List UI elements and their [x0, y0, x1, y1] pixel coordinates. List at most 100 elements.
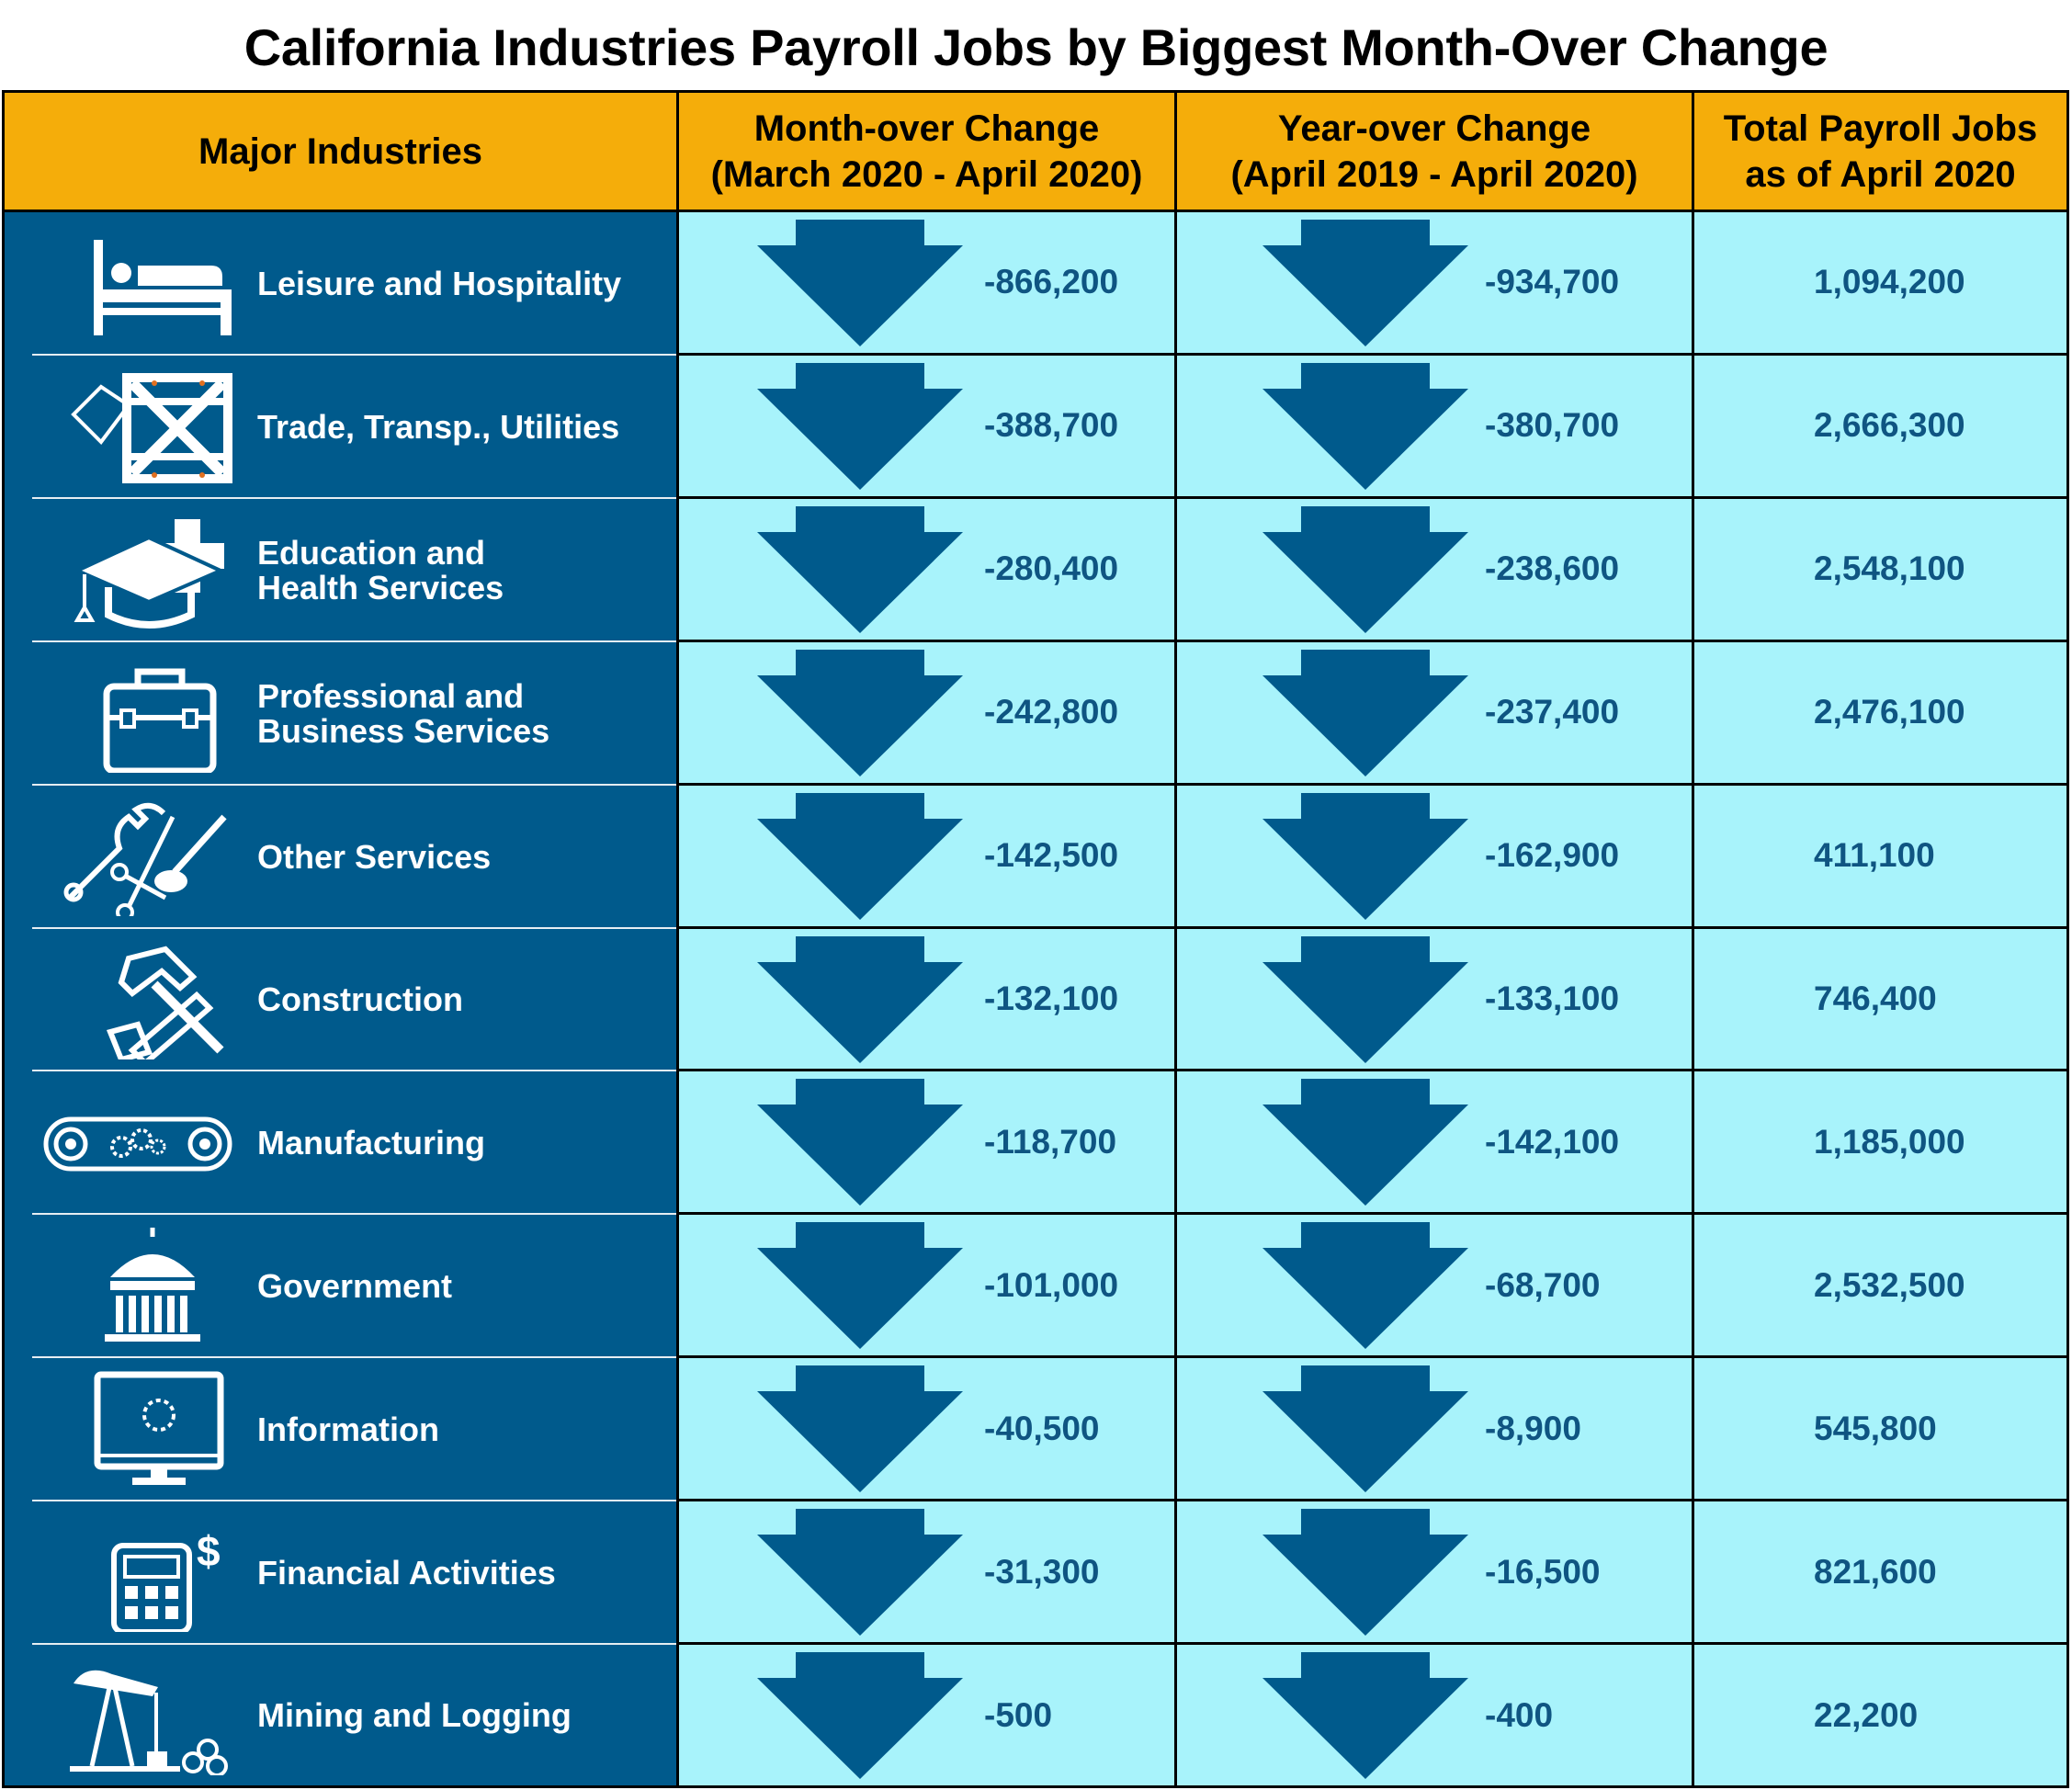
row-divider [32, 1213, 676, 1216]
down-arrow-icon [757, 792, 963, 920]
payroll-table: Major Industries Month-over Change (Marc… [2, 90, 2069, 1788]
table-row: Government -101,000 -68,700 2,532,500 [5, 1215, 2066, 1359]
wrench-scissors-brush-icon [63, 802, 227, 916]
total-payroll-jobs-cell-value: 821,600 [1814, 1552, 1937, 1591]
year-over-change-cell: -8,900 [1177, 1358, 1692, 1500]
total-payroll-jobs-cell: 1,185,000 [1694, 1071, 2066, 1213]
total-payroll-jobs-cell-value: 22,200 [1814, 1695, 1919, 1734]
total-payroll-jobs-cell: 22,200 [1694, 1645, 2066, 1785]
capitol-building-icon [105, 1228, 200, 1342]
down-arrow-icon [1262, 1365, 1468, 1493]
crate-tag-icon [71, 372, 232, 483]
total-payroll-jobs-cell-value: 1,094,200 [1814, 263, 1965, 301]
down-arrow-icon [1262, 649, 1468, 776]
row-divider [32, 353, 676, 356]
down-arrow-icon [1262, 792, 1468, 920]
chart-title: California Industries Payroll Jobs by Bi… [243, 18, 1829, 76]
industry-label: Information [257, 1410, 439, 1449]
year-over-change-cell: -237,400 [1177, 641, 1692, 783]
month-over-change-cell-value: -242,800 [984, 693, 1119, 731]
month-over-change-cell-value: -500 [984, 1695, 1053, 1734]
month-over-change-cell: -388,700 [679, 355, 1174, 496]
total-payroll-jobs-cell-value: 411,100 [1814, 836, 1935, 875]
header-row: Major Industries Month-over Change (Marc… [5, 93, 2066, 210]
total-payroll-jobs-cell-value: 746,400 [1814, 979, 1937, 1017]
total-payroll-jobs-cell: 2,532,500 [1694, 1215, 2066, 1356]
down-arrow-icon [1262, 1652, 1468, 1780]
down-arrow-icon [757, 362, 963, 490]
month-over-change-cell-value: -31,300 [984, 1552, 1100, 1591]
conveyor-gears-icon [43, 1116, 232, 1172]
year-over-change-cell-value: -934,700 [1485, 263, 1620, 301]
industry-cell: Other Services [5, 785, 676, 929]
table-row: Education and Health Services -280,400 -23… [5, 498, 2066, 642]
month-over-change-cell-value: -101,000 [984, 1265, 1119, 1304]
industry-label: Financial Activities [257, 1554, 556, 1592]
year-over-change-cell-value: -162,900 [1485, 836, 1620, 875]
row-divider [32, 1070, 676, 1072]
year-over-change-cell-value: -380,700 [1485, 406, 1620, 445]
table-row: Construction -132,100 -133,100 746,400 [5, 928, 2066, 1072]
month-over-change-cell-value: -142,500 [984, 836, 1119, 875]
bed-icon [94, 240, 232, 335]
year-over-change-cell: -380,700 [1177, 355, 1692, 496]
industry-cell: Trade, Transp., Utilities [5, 355, 676, 499]
industry-cell: Manufacturing [5, 1071, 676, 1216]
industry-label: Manufacturing [257, 1124, 485, 1162]
industry-label: Mining and Logging [257, 1695, 572, 1734]
month-over-change-cell-value: -866,200 [984, 263, 1119, 301]
down-arrow-icon [757, 220, 963, 346]
year-over-change-cell: -400 [1177, 1645, 1692, 1785]
month-over-change-cell: -132,100 [679, 928, 1174, 1070]
total-payroll-jobs-cell-value: 2,476,100 [1814, 693, 1965, 731]
month-over-change-cell: -866,200 [679, 212, 1174, 353]
total-payroll-jobs-cell-value: 2,532,500 [1814, 1265, 1965, 1304]
year-over-change-cell-value: -133,100 [1485, 979, 1620, 1017]
industry-label: Education and Health Services [257, 533, 504, 606]
month-over-change-cell: -142,500 [679, 785, 1174, 926]
total-payroll-jobs-cell: 411,100 [1694, 785, 2066, 926]
total-payroll-jobs-cell: 821,600 [1694, 1501, 2066, 1643]
month-over-change-cell: -500 [679, 1645, 1174, 1785]
industry-cell: Government [5, 1215, 676, 1359]
down-arrow-icon [757, 935, 963, 1063]
row-divider [32, 1643, 676, 1646]
year-over-change-cell: -142,100 [1177, 1071, 1692, 1213]
month-over-change-cell: -31,300 [679, 1501, 1174, 1643]
header-year-over-change: Year-over Change (April 2019 - April 202… [1177, 93, 1692, 210]
industry-cell: Leisure and Hospitality [5, 212, 676, 356]
table-row: Mining and Logging -500 -400 22,200 [5, 1645, 2066, 1785]
down-arrow-icon [1262, 220, 1468, 346]
down-arrow-icon [757, 649, 963, 776]
total-payroll-jobs-cell: 545,800 [1694, 1358, 2066, 1500]
year-over-change-cell: -133,100 [1177, 928, 1692, 1070]
month-over-change-cell: -101,000 [679, 1215, 1174, 1356]
month-over-change-cell: -280,400 [679, 498, 1174, 640]
row-divider [32, 783, 676, 786]
table-row: Manufacturing -118,700 -142,100 1,185,000 [5, 1071, 2066, 1216]
down-arrow-icon [757, 1079, 963, 1207]
year-over-change-cell: -934,700 [1177, 212, 1692, 353]
total-payroll-jobs-cell-value: 1,185,000 [1814, 1122, 1965, 1161]
total-payroll-jobs-cell: 1,094,200 [1694, 212, 2066, 353]
industry-label: Other Services [257, 837, 492, 876]
month-over-change-cell-value: -280,400 [984, 549, 1119, 588]
briefcase-icon [103, 668, 217, 773]
industry-cell: $ Financial Activities [5, 1501, 676, 1646]
year-over-change-cell-value: -16,500 [1485, 1552, 1601, 1591]
down-arrow-icon [757, 1509, 963, 1637]
industry-label: Leisure and Hospitality [257, 264, 622, 302]
row-divider [32, 926, 676, 929]
total-payroll-jobs-cell-value: 545,800 [1814, 1409, 1937, 1447]
row-divider [32, 1356, 676, 1359]
industry-label: Construction [257, 980, 463, 1019]
year-over-change-cell-value: -68,700 [1485, 1265, 1601, 1304]
year-over-change-cell-value: -8,900 [1485, 1409, 1581, 1447]
down-arrow-icon [757, 505, 963, 633]
month-over-change-cell-value: -132,100 [984, 979, 1119, 1017]
svg-text:$: $ [197, 1527, 221, 1575]
oil-pump-logs-icon [70, 1670, 228, 1776]
monitor-loading-icon [94, 1371, 224, 1486]
total-payroll-jobs-cell: 2,666,300 [1694, 355, 2066, 496]
down-arrow-icon [1262, 935, 1468, 1063]
